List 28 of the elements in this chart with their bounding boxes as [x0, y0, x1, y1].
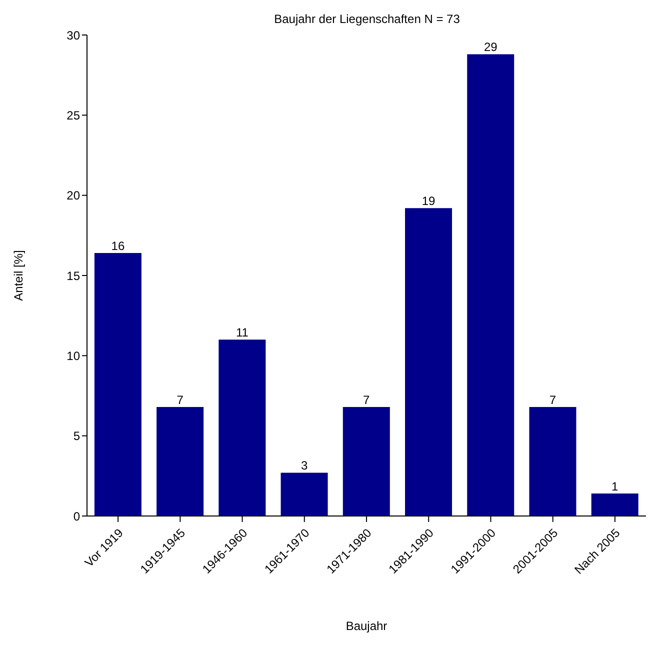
data-label: 29: [484, 40, 498, 54]
data-label: 7: [176, 392, 184, 407]
y-tick-label: 25: [66, 108, 80, 122]
bar: [94, 253, 142, 516]
y-tick-label: 5: [73, 429, 80, 444]
y-tick-label: 20: [66, 188, 80, 203]
bar: [218, 340, 266, 516]
y-tick-label: 0: [73, 509, 80, 524]
chart-title: Baujahr der Liegenschaften N = 73: [273, 12, 461, 26]
bar: [467, 54, 514, 516]
x-axis-title: Baujahr: [346, 619, 388, 633]
data-label: 1: [612, 480, 618, 494]
data-label: 7: [363, 392, 370, 407]
bar: [342, 406, 390, 516]
data-label: 3: [300, 458, 308, 473]
y-tick-label: 15: [66, 268, 80, 283]
y-axis-title: Anteil [%]: [11, 250, 26, 301]
bar: [156, 406, 204, 516]
data-label: 19: [422, 194, 436, 208]
data-label: 16: [111, 239, 125, 254]
data-label: 7: [549, 392, 556, 407]
y-tick-label: 10: [66, 348, 80, 363]
data-label: 11: [236, 326, 249, 340]
y-tick-label: 30: [66, 28, 80, 42]
bar: [591, 494, 638, 516]
bar: [529, 406, 576, 516]
bar: [405, 208, 452, 516]
bar: [280, 472, 328, 516]
